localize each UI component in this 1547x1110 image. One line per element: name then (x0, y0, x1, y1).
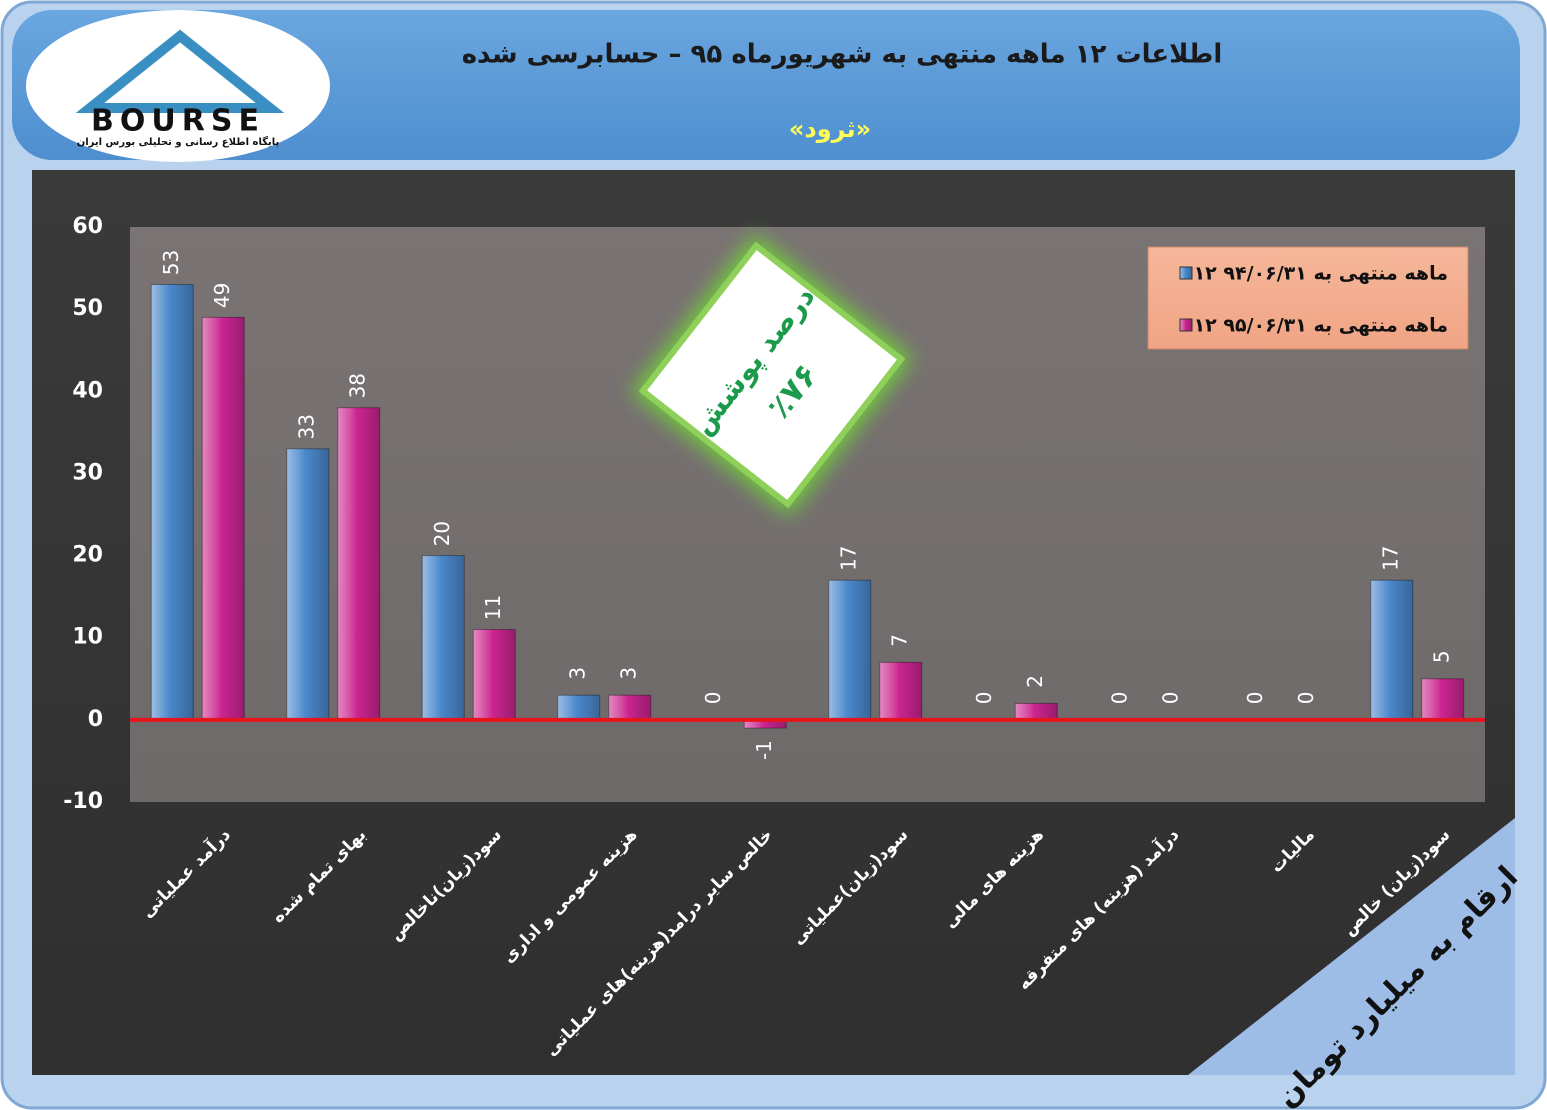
value-label: 0 (1243, 691, 1267, 704)
y-tick-label: 20 (72, 543, 103, 568)
y-tick-label: 10 (72, 625, 103, 650)
header (12, 10, 1520, 160)
value-label: 0 (972, 691, 996, 704)
bar (608, 694, 652, 721)
bar (150, 284, 194, 721)
logo-mark (75, 29, 285, 113)
legend: ۱۲ ماهه منتهی به ۹۴/۰۶/۳۱ ۱۲ ماهه منتهی ب… (1147, 246, 1469, 350)
logo-caption: پایگاه اطلاع رسانی و تحلیلی بورس ایران (77, 135, 280, 148)
legend-box (1147, 246, 1469, 350)
chart-subtitle: «ثرود» (789, 115, 871, 143)
value-label: 0 (701, 691, 725, 704)
value-label: 0 (1107, 691, 1131, 704)
note-triangle (1188, 818, 1515, 1075)
logo-text: BOURSE (91, 104, 265, 139)
bar (421, 555, 465, 721)
value-label: 49 (210, 283, 234, 308)
y-tick-label: 40 (72, 378, 103, 403)
legend-swatch (1179, 318, 1193, 332)
bar (1370, 579, 1414, 721)
chart-title: اطلاعات ۱۲ ماهه منتهی به شهریورماه ۹۵ – … (462, 40, 1223, 70)
value-label: -1 (752, 740, 776, 760)
bar (201, 316, 245, 721)
y-tick-label: 30 (72, 460, 103, 485)
value-label: 17 (1378, 545, 1402, 570)
value-label: 0 (1294, 691, 1318, 704)
bar (286, 448, 330, 721)
logo-bg (26, 10, 330, 162)
value-label: 0 (1158, 691, 1182, 704)
value-label: 33 (294, 414, 318, 439)
bar (557, 694, 601, 721)
y-tick-label: 50 (72, 296, 103, 321)
bar (1014, 702, 1058, 721)
value-label: 11 (481, 595, 505, 620)
value-label: 17 (836, 545, 860, 570)
y-tick-label: -10 (63, 789, 103, 814)
badge: درصد پوشش ٪۷۶ (631, 234, 913, 516)
value-label: 53 (159, 250, 183, 275)
value-label: 3 (616, 667, 640, 680)
bar (1421, 678, 1465, 721)
value-label: 7 (887, 634, 911, 647)
legend-label: ۱۲ ماهه منتهی به ۹۴/۰۶/۳۱ (1194, 263, 1448, 285)
value-label: 5 (1429, 650, 1453, 663)
bar (337, 407, 381, 721)
value-label: 3 (565, 667, 589, 680)
legend-swatch (1179, 266, 1193, 280)
bar (472, 629, 516, 721)
y-tick-label: 0 (88, 707, 103, 732)
bar (879, 661, 923, 721)
value-label: 38 (345, 373, 369, 398)
y-tick-label: 60 (72, 214, 103, 239)
value-label: 20 (430, 521, 454, 546)
value-label: 2 (1023, 675, 1047, 688)
legend-label: ۱۲ ماهه منتهی به ۹۵/۰۶/۳۱ (1194, 315, 1448, 337)
bar (828, 579, 872, 721)
badge-box (638, 241, 906, 509)
